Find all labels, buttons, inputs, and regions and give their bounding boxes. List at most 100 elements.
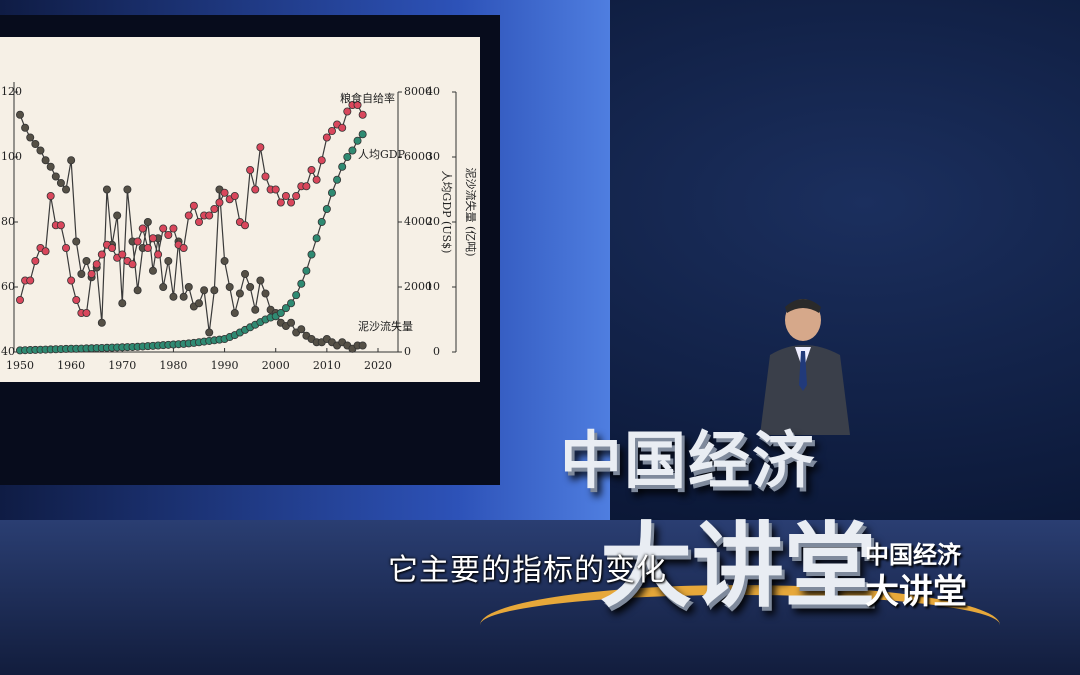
y-tick-label: 40: [1, 345, 15, 358]
data-point: [31, 140, 40, 149]
data-point: [292, 191, 301, 200]
data-point: [92, 260, 101, 269]
y-tick-label: 100: [1, 150, 22, 163]
chart-background: [0, 37, 480, 382]
data-point: [230, 191, 239, 200]
data-point: [276, 198, 285, 207]
x-tick-label: 1980: [159, 359, 187, 372]
data-point: [179, 243, 188, 252]
data-point: [51, 172, 60, 181]
data-point: [261, 172, 270, 181]
data-point: [41, 247, 50, 256]
data-point: [159, 282, 168, 291]
corner-logo: 中国经济 大讲堂: [865, 535, 967, 613]
subtitle: 它主要的指标的变化: [388, 553, 667, 588]
data-point: [67, 276, 76, 285]
data-point: [184, 211, 193, 220]
data-point: [138, 224, 147, 233]
data-point: [46, 162, 55, 171]
data-point: [358, 110, 367, 119]
data-point: [276, 308, 285, 317]
data-point: [67, 156, 76, 165]
data-point: [82, 256, 91, 265]
data-point: [251, 185, 260, 194]
data-point: [184, 282, 193, 291]
data-point: [327, 127, 336, 136]
data-point: [358, 341, 367, 350]
data-point: [292, 291, 301, 300]
corner-logo-line: 中国经济: [865, 541, 961, 569]
y2-tick-label: 4000: [404, 215, 432, 228]
y3-axis-title: 泥沙流失量 (亿吨): [464, 167, 478, 256]
data-point: [154, 250, 163, 259]
data-point: [281, 191, 290, 200]
data-point: [246, 282, 255, 291]
data-point: [194, 217, 203, 226]
y-tick-label: 80: [1, 215, 15, 228]
data-point: [205, 328, 214, 337]
y2-tick-label: 2000: [404, 280, 432, 293]
data-point: [56, 221, 65, 230]
data-point: [297, 279, 306, 288]
corner-logo-line: 大讲堂: [865, 572, 967, 612]
data-point: [143, 217, 152, 226]
data-point: [220, 188, 229, 197]
y2-tick-label: 6000: [404, 150, 432, 163]
data-point: [317, 217, 326, 226]
data-point: [72, 295, 81, 304]
legend-label: 人均GDP: [358, 148, 406, 161]
x-tick-label: 1950: [6, 359, 34, 372]
data-point: [271, 185, 280, 194]
data-point: [169, 292, 178, 301]
data-point: [133, 237, 142, 246]
y3-tick-label: 0: [433, 345, 440, 358]
data-point: [123, 185, 132, 194]
data-point: [353, 136, 362, 145]
data-point: [87, 269, 96, 278]
data-point: [148, 266, 157, 275]
data-point: [41, 156, 50, 165]
data-point: [128, 260, 137, 269]
data-point: [312, 234, 321, 243]
data-point: [307, 250, 316, 259]
data-point: [241, 269, 250, 278]
x-tick-label: 1990: [211, 359, 239, 372]
data-point: [26, 133, 35, 142]
x-tick-label: 1970: [108, 359, 136, 372]
data-point: [287, 318, 296, 327]
x-tick-label: 1960: [57, 359, 85, 372]
data-point: [333, 175, 342, 184]
y-tick-label: 120: [1, 85, 22, 98]
data-point: [179, 292, 188, 301]
data-point: [56, 178, 65, 187]
data-point: [97, 250, 106, 259]
data-point: [26, 276, 35, 285]
data-point: [189, 201, 198, 210]
data-point: [15, 295, 24, 304]
data-point: [118, 250, 127, 259]
data-point: [241, 221, 250, 230]
data-point: [297, 325, 306, 334]
data-point: [46, 191, 55, 200]
data-point: [281, 304, 290, 313]
data-point: [307, 165, 316, 174]
data-point: [143, 243, 152, 252]
data-point: [256, 143, 265, 152]
data-point: [215, 198, 224, 207]
data-point: [358, 130, 367, 139]
data-point: [220, 256, 229, 265]
data-point: [210, 204, 219, 213]
data-point: [159, 224, 168, 233]
data-point: [235, 289, 244, 298]
data-point: [77, 269, 86, 278]
data-point: [287, 198, 296, 207]
data-point: [343, 107, 352, 116]
data-point: [322, 133, 331, 142]
data-point: [102, 185, 111, 194]
data-point: [169, 224, 178, 233]
data-point: [312, 175, 321, 184]
data-point: [302, 182, 311, 191]
data-point: [108, 243, 117, 252]
